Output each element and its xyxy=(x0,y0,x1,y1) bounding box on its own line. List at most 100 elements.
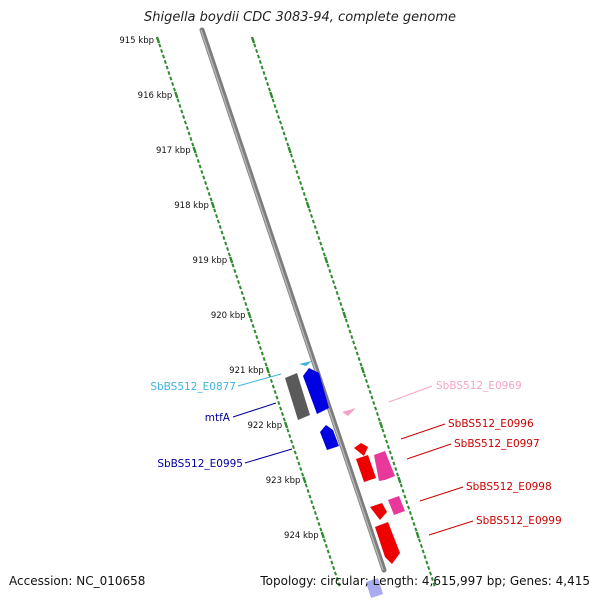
left-minor-tick xyxy=(235,274,239,279)
right-minor-tick xyxy=(258,59,262,65)
kbp-tick-label: 921 kbp xyxy=(229,366,264,376)
right-minor-tick xyxy=(364,378,368,384)
label-sbbs512-e0996[interactable]: SbBS512_E0996 xyxy=(448,418,534,430)
right-minor-tick xyxy=(339,301,343,307)
left-minor-tick xyxy=(185,125,189,131)
left-minor-tick xyxy=(271,384,275,389)
right-major-tick xyxy=(305,201,311,209)
label-sbbs512-e0877[interactable]: SbBS512_E0877 xyxy=(150,381,236,393)
right-minor-tick xyxy=(386,444,390,450)
right-minor-tick xyxy=(278,120,282,125)
right-minor-tick xyxy=(355,351,359,356)
left-minor-tick xyxy=(332,565,336,571)
right-minor-tick xyxy=(430,576,434,582)
kbp-tick-label: 923 kbp xyxy=(266,476,301,486)
right-minor-tick xyxy=(374,406,378,411)
right-minor-tick xyxy=(332,279,336,285)
left-minor-tick xyxy=(304,483,308,488)
right-minor-tick xyxy=(348,329,352,334)
gene-sbbs512-e0998-b[interactable] xyxy=(388,496,405,515)
kbp-tick-label: 922 kbp xyxy=(247,421,282,431)
left-minor-tick xyxy=(269,378,273,384)
accession-text: Accession: NC_010658 xyxy=(9,574,146,588)
left-minor-tick xyxy=(330,560,334,565)
right-minor-tick xyxy=(264,76,268,81)
left-minor-tick xyxy=(191,142,195,147)
right-minor-tick xyxy=(366,384,370,389)
right-minor-tick xyxy=(291,158,295,164)
left-minor-tick xyxy=(335,576,339,582)
left-minor-tick xyxy=(224,241,228,246)
left-minor-tick xyxy=(220,230,224,235)
right-minor-tick xyxy=(352,340,356,345)
label-sbbs512-e0998[interactable]: SbBS512_E0998 xyxy=(466,481,552,493)
left-minor-tick xyxy=(209,197,213,202)
label-mtfa[interactable]: mtfA xyxy=(205,412,231,424)
right-minor-tick xyxy=(408,510,412,516)
right-minor-tick xyxy=(341,307,345,312)
gene-sbbs512-e0995[interactable] xyxy=(320,425,339,450)
kbp-tick-label: 920 kbp xyxy=(211,311,246,321)
kbp-tick-label: 919 kbp xyxy=(193,256,228,266)
right-minor-tick xyxy=(403,494,407,499)
right-minor-tick xyxy=(330,274,334,279)
left-minor-tick xyxy=(196,158,200,164)
left-minor-tick xyxy=(218,224,222,230)
left-minor-tick xyxy=(312,505,316,510)
label-sbbs512-e0995[interactable]: SbBS512_E0995 xyxy=(157,458,243,470)
right-minor-tick xyxy=(333,285,337,290)
left-minor-tick xyxy=(310,499,314,505)
right-minor-tick xyxy=(399,483,403,488)
left-minor-tick xyxy=(253,329,257,334)
left-minor-tick xyxy=(337,582,341,587)
left-minor-tick xyxy=(231,263,235,268)
right-minor-tick xyxy=(310,213,314,219)
gene-sbbs512-e0998[interactable] xyxy=(370,503,387,520)
left-minor-tick xyxy=(198,164,202,169)
right-minor-tick xyxy=(346,323,350,329)
right-tick-track xyxy=(250,36,436,587)
right-minor-tick xyxy=(266,81,270,87)
left-minor-tick xyxy=(280,411,284,417)
left-major-tick xyxy=(174,91,179,99)
right-minor-tick xyxy=(419,543,423,549)
left-major-tick xyxy=(155,36,161,44)
left-minor-tick xyxy=(169,76,173,81)
right-minor-tick xyxy=(401,488,405,494)
left-minor-tick xyxy=(275,395,279,400)
left-minor-tick xyxy=(324,543,328,549)
left-minor-tick xyxy=(176,98,180,103)
left-minor-tick xyxy=(326,549,330,554)
left-major-tick xyxy=(265,366,270,374)
right-minor-tick xyxy=(262,70,266,76)
gene-sbbs512-e0996[interactable] xyxy=(356,455,376,482)
gene-sbbs512-e0997[interactable] xyxy=(374,451,395,481)
left-minor-tick xyxy=(180,109,184,114)
kbp-tick-label: 917 kbp xyxy=(156,146,191,156)
kbp-tick-label: 916 kbp xyxy=(138,91,173,101)
left-minor-tick xyxy=(279,406,283,411)
right-minor-tick xyxy=(315,230,319,235)
gene-sbbs512-e0877[interactable] xyxy=(299,361,312,366)
label-sbbs512-e0997[interactable]: SbBS512_E0997 xyxy=(454,438,540,450)
right-minor-tick xyxy=(300,186,304,191)
left-minor-tick xyxy=(222,235,226,241)
right-major-tick xyxy=(360,366,365,374)
right-minor-tick xyxy=(407,505,411,510)
left-minor-tick xyxy=(258,345,262,351)
left-minor-tick xyxy=(171,81,175,87)
gene-sbbs512-e0999[interactable] xyxy=(375,522,400,564)
gene-mtfa[interactable] xyxy=(303,368,329,414)
left-minor-tick xyxy=(286,428,290,433)
left-minor-tick xyxy=(216,219,220,224)
right-minor-tick xyxy=(396,472,400,477)
gene-gray-block[interactable] xyxy=(285,373,310,420)
right-minor-tick xyxy=(293,164,297,169)
label-sbbs512-e0999[interactable]: SbBS512_E0999 xyxy=(476,515,562,527)
left-minor-tick xyxy=(172,87,176,92)
right-minor-tick xyxy=(319,241,323,246)
left-minor-tick xyxy=(288,433,292,439)
gene-sbbs512-e0969[interactable] xyxy=(342,408,356,416)
gene-sbbs512-e0996-head[interactable] xyxy=(354,443,368,456)
label-sbbs512-e0969[interactable]: SbBS512_E0969 xyxy=(436,380,522,392)
